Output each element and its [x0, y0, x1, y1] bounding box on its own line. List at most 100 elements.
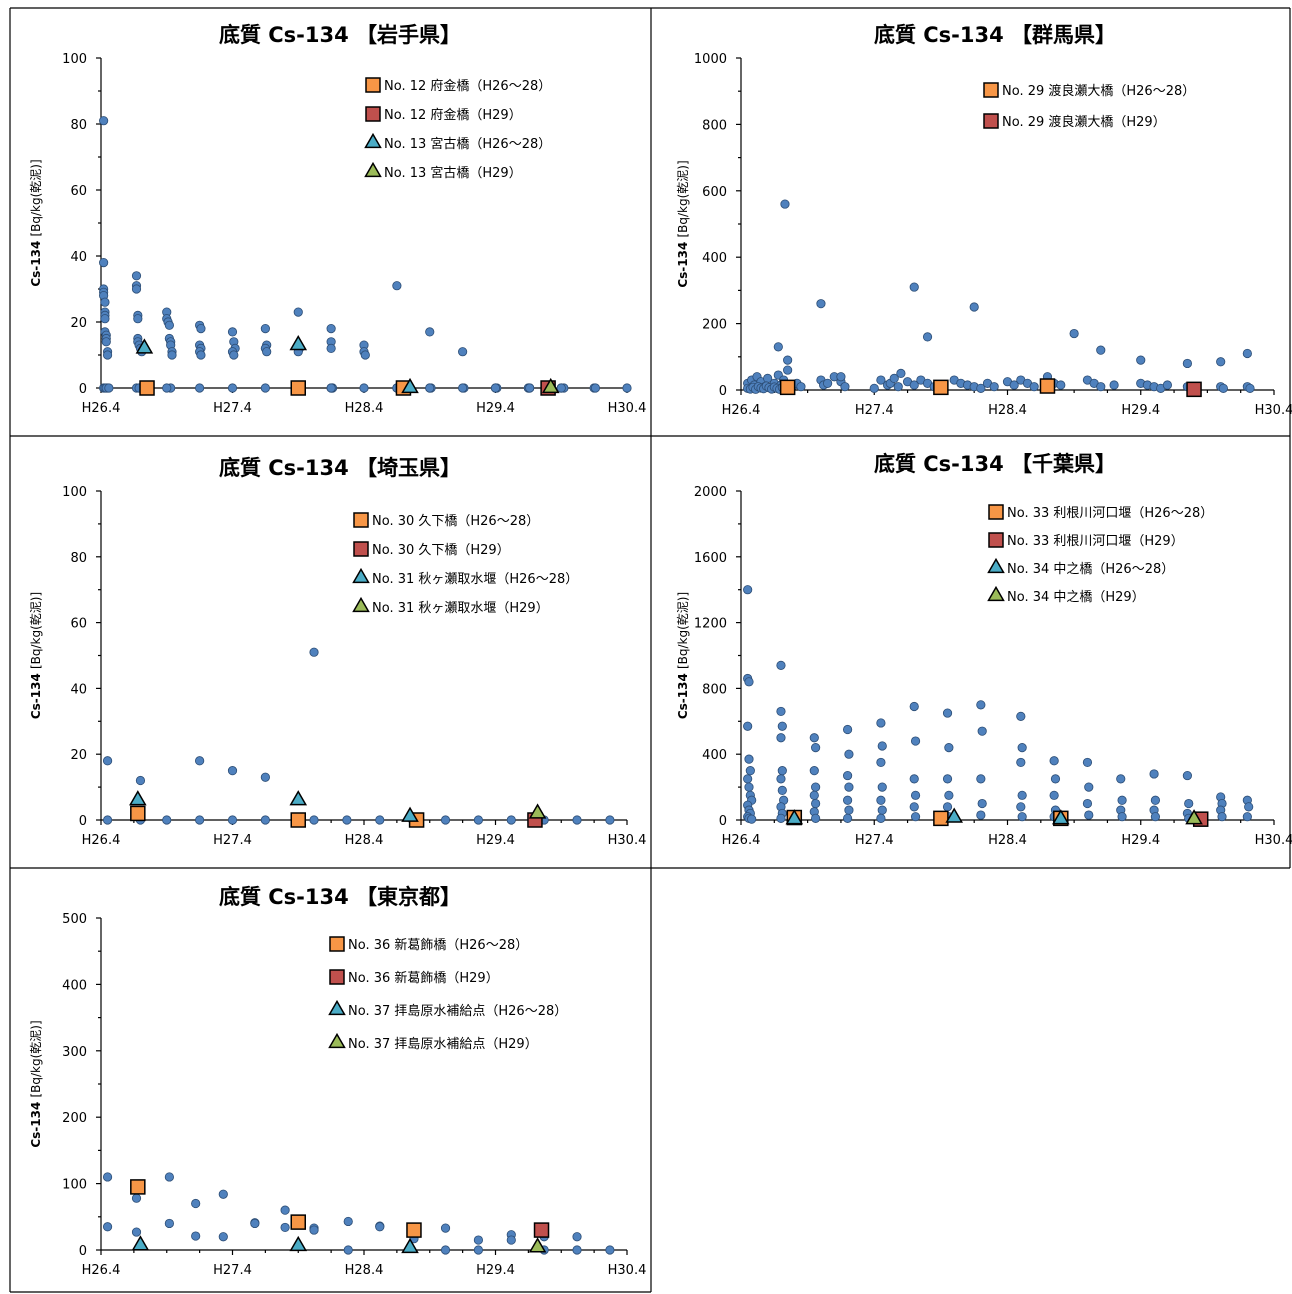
data-point [359, 383, 369, 393]
data-point [309, 1225, 319, 1235]
legend-entry: No. 36 新葛飾橋（H29） [348, 970, 499, 986]
data-point [744, 754, 754, 764]
data-point [458, 347, 468, 357]
y-tick-label: 2000 [694, 485, 727, 500]
series-3 [785, 807, 1070, 825]
highlight-point [785, 809, 804, 825]
x-tick-label: H26.4 [722, 833, 761, 848]
x-tick-label: H28.4 [988, 833, 1027, 848]
data-point [877, 782, 887, 792]
series-0 [102, 647, 615, 825]
data-point [100, 314, 110, 324]
highlight-point [933, 379, 949, 396]
data-point [218, 1189, 228, 1199]
series-0 [743, 199, 1255, 394]
data-point [783, 365, 793, 375]
highlight-point [129, 790, 147, 806]
highlight-point [401, 377, 419, 394]
data-point [844, 749, 854, 759]
legend-marker [988, 532, 1004, 548]
y-axis-label: Cs-134 [Bq/kg(乾泥)] [29, 1020, 43, 1147]
data-point [942, 774, 953, 784]
data-point [506, 1235, 516, 1245]
data-point [102, 815, 113, 825]
legend-marker [987, 585, 1005, 602]
data-point [796, 382, 806, 392]
highlight-point [933, 810, 949, 827]
data-point [131, 284, 142, 294]
series-1 [130, 1179, 422, 1238]
data-point [556, 383, 566, 393]
data-point [909, 802, 919, 812]
y-tick-label: 800 [702, 682, 727, 697]
data-point [840, 382, 850, 392]
data-point [942, 708, 953, 718]
highlight-point [406, 1222, 422, 1238]
data-point [747, 814, 757, 824]
highlight-point [130, 1179, 146, 1195]
data-point [260, 383, 270, 393]
data-point [743, 721, 753, 731]
data-point [102, 350, 113, 360]
data-point [605, 815, 615, 825]
y-tick-label: 60 [70, 617, 87, 632]
legend-marker [352, 596, 370, 613]
x-tick-label: H28.4 [345, 401, 384, 416]
y-axis-label: Cs-134 [Bq/kg(乾泥)] [676, 160, 690, 287]
legend-entry: No. 36 新葛飾橋（H26〜28） [348, 937, 528, 953]
data-point [458, 383, 468, 393]
data-point [167, 350, 177, 360]
x-tick-label: H29.4 [1121, 403, 1160, 418]
y-tick-label: 400 [702, 748, 727, 763]
legend-entry: No. 30 久下橋（H26〜28） [372, 514, 539, 529]
data-point [229, 350, 239, 360]
y-tick-label: 800 [702, 118, 727, 133]
data-point [1149, 769, 1159, 779]
data-point [976, 383, 986, 393]
data-point [622, 383, 632, 393]
legend-entry: No. 12 府金橋（H26〜28） [384, 78, 551, 94]
data-point [989, 382, 999, 392]
data-point [743, 774, 753, 784]
x-tick-label: H28.4 [988, 403, 1027, 418]
legend-entry: No. 33 利根川河口堰（H29） [1007, 534, 1184, 549]
data-point [944, 790, 954, 800]
data-point [99, 116, 109, 126]
data-point [196, 350, 206, 360]
highlight-point [289, 335, 308, 351]
y-tick-label: 0 [719, 384, 727, 399]
legend-entry: No. 29 渡良瀬大橋（H26〜28） [1002, 83, 1195, 99]
legend-entry: No. 37 拝島原水補給点（H29） [348, 1037, 538, 1052]
x-tick-label: H27.4 [213, 401, 252, 416]
data-point [309, 815, 319, 825]
legend-entry: No. 12 府金橋（H29） [384, 107, 522, 123]
data-point [1184, 798, 1194, 809]
data-point [823, 378, 833, 388]
series-0 [99, 116, 632, 393]
y-axis-label-main: Cs-134 [676, 669, 690, 719]
data-point [977, 798, 987, 809]
y-axis-label-main: Cs-134 [29, 669, 43, 719]
y-tick-label: 20 [70, 316, 87, 331]
data-point [196, 323, 206, 334]
data-point [260, 815, 270, 825]
legend-marker [983, 113, 999, 129]
x-tick-label: H29.4 [476, 833, 515, 848]
x-tick-label: H26.4 [82, 1263, 121, 1278]
data-point [1009, 380, 1019, 390]
x-tick-label: H30.4 [608, 401, 647, 416]
data-point [783, 355, 793, 365]
highlight-point [131, 1235, 150, 1251]
y-tick-label: 40 [70, 682, 87, 697]
data-point [131, 1227, 142, 1237]
legend-marker [364, 132, 382, 149]
data-point [1082, 757, 1093, 768]
y-axis-label: Cs-134 [Bq/kg(乾泥)] [676, 592, 690, 719]
data-point [976, 700, 986, 710]
data-point [1016, 757, 1026, 768]
data-point [343, 1216, 353, 1227]
series-3 [129, 790, 419, 822]
data-point [745, 766, 755, 776]
data-point [191, 1231, 201, 1241]
